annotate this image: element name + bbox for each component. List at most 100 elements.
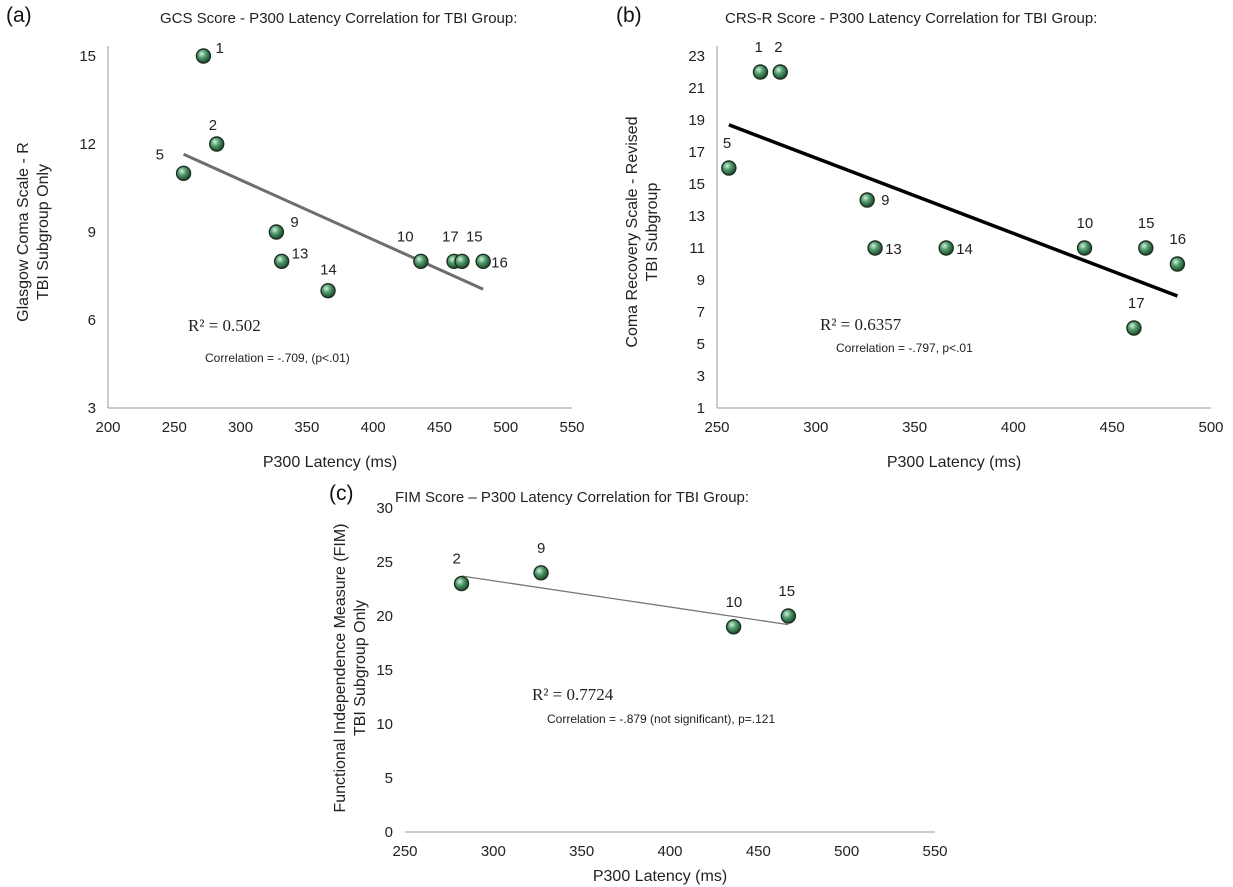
trendline [728,123,1179,298]
y-tick-label: 23 [688,48,705,65]
y-tick-label: 30 [376,500,393,517]
panel-label: (c) [329,482,354,505]
y-tick-label: 6 [88,312,96,329]
y-tick-label: 12 [79,136,96,153]
y-tick-label: 17 [688,144,705,161]
x-tick-label: 450 [427,419,452,436]
point-label: 13 [292,245,309,262]
y-tick-label: 19 [688,112,705,129]
data-point-10 [1076,240,1093,256]
data-point-15 [454,253,470,270]
x-tick-label: 500 [834,843,859,860]
data-point-2 [772,64,788,80]
panel-label: (a) [6,4,32,27]
chart-panel-2: (b) CRS-R Score - P300 Latency Correlatio… [616,4,1224,471]
point-label: 10 [397,228,414,245]
x-tick-label: 550 [559,419,584,436]
r-squared-label: R² = 0.502 [188,316,261,335]
y-axis-label: Functional Independence Measure (FIM) [332,523,349,812]
x-tick-label: 350 [294,419,319,436]
x-tick-label: 500 [493,419,518,436]
point-label: 5 [156,146,164,163]
y-tick-label: 25 [376,554,393,571]
x-axis-label: P300 Latency (ms) [887,454,1021,471]
x-tick-label: 350 [902,419,927,436]
x-tick-label: 400 [657,843,682,860]
data-point-13 [273,253,290,270]
data-point-16 [475,253,491,270]
data-point-15 [780,608,797,624]
y-axis-label-2: TBI Subgroup [644,183,661,282]
y-axis-label-2: TBI Subgroup Only [352,600,369,736]
x-tick-label: 400 [361,419,386,436]
x-axis-label: P300 Latency (ms) [263,454,397,471]
data-point-14 [938,240,954,256]
y-tick-label: 9 [88,224,96,241]
point-label: 14 [956,241,973,258]
data-point-9 [268,224,285,240]
correlation-label: Correlation = -.709, (p<.01) [205,351,350,365]
point-label: 9 [537,540,545,557]
r-squared-label: R² = 0.6357 [820,315,902,334]
y-tick-label: 5 [385,770,393,787]
y-tick-label: 5 [697,336,705,353]
point-label: 9 [881,192,889,209]
y-tick-label: 13 [688,208,705,225]
data-point-5 [175,165,192,182]
point-label: 1 [215,40,223,57]
y-tick-label: 1 [697,400,705,417]
point-label: 2 [209,117,217,134]
r-squared-label: R² = 0.7724 [532,685,614,704]
chart-title: CRS-R Score - P300 Latency Correlation f… [725,10,1097,27]
data-point-9 [533,565,549,581]
data-point-15 [1138,240,1154,256]
data-point-2 [453,575,470,592]
point-label: 15 [778,583,795,600]
point-label: 16 [491,254,508,271]
x-tick-label: 250 [704,419,729,436]
data-point-17 [1126,320,1142,336]
y-axis-label: Glasgow Coma Scale - R [15,142,32,322]
data-point-16 [1169,256,1186,272]
data-point-10 [413,253,429,270]
correlation-label: Correlation = -.879 (not significant), p… [547,712,775,726]
y-tick-label: 10 [376,716,393,733]
y-tick-label: 15 [79,48,96,65]
x-tick-label: 350 [569,843,594,860]
y-tick-label: 20 [376,608,393,625]
point-label: 2 [453,551,461,568]
chart-panel-3: (c) FIM Score – P300 Latency Correlation … [329,482,948,885]
x-tick-label: 250 [162,419,187,436]
data-point-1 [752,64,769,80]
y-tick-label: 3 [88,400,96,417]
x-tick-label: 450 [1100,419,1125,436]
trendline [182,152,484,291]
y-tick-label: 11 [689,240,705,257]
panel-label: (b) [616,4,642,27]
x-tick-label: 200 [95,419,120,436]
point-label: 10 [726,594,743,611]
chart-panel-1: (a) GCS Score - P300 Latency Correlation … [6,4,585,471]
data-point-5 [721,160,737,176]
y-tick-label: 21 [688,80,705,97]
y-axis-label-2: TBI Subgroup Only [35,164,52,300]
point-label: 5 [723,135,731,152]
x-tick-label: 300 [803,419,828,436]
point-label: 17 [1128,295,1145,312]
data-point-2 [209,136,225,152]
y-tick-label: 9 [697,272,705,289]
data-point-14 [320,282,336,299]
data-point-9 [859,192,875,208]
x-tick-label: 300 [228,419,253,436]
data-point-13 [867,240,883,256]
x-tick-label: 450 [746,843,771,860]
y-axis-label: Coma Recovery Scale - Revised [624,116,641,347]
y-tick-label: 3 [697,368,705,385]
chart-title: GCS Score - P300 Latency Correlation for… [160,10,517,27]
point-label: 2 [774,39,782,56]
x-tick-label: 300 [481,843,506,860]
x-axis-label: P300 Latency (ms) [593,868,727,885]
x-tick-label: 400 [1001,419,1026,436]
correlation-label: Correlation = -.797, p<.01 [836,341,973,355]
